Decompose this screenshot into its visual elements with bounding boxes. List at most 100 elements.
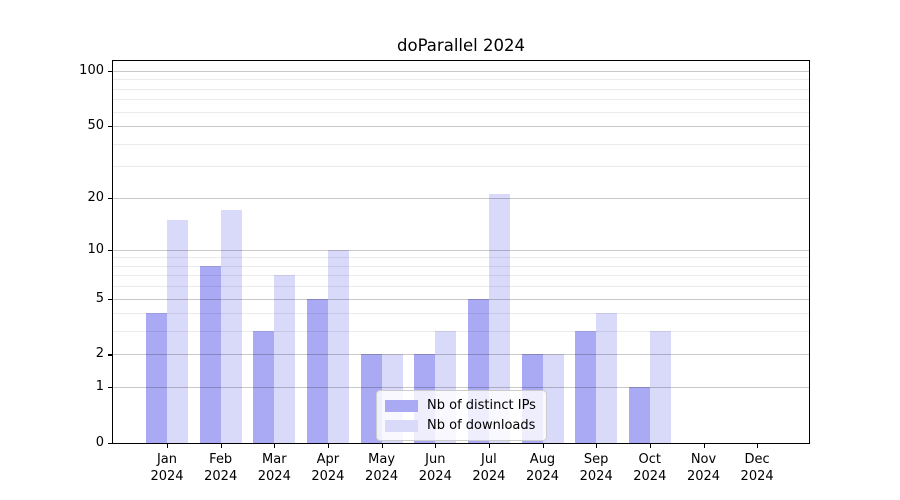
- bar-nb-of-distinct-ips: [253, 331, 275, 443]
- bar-nb-of-distinct-ips: [146, 313, 167, 443]
- x-tick-label: Oct 2024: [633, 451, 666, 485]
- x-tick-label-line: Nov: [690, 452, 717, 467]
- y-tick-label: 100: [79, 63, 104, 79]
- x-tick-label: Jun 2024: [419, 451, 452, 485]
- gridline-major: [113, 126, 809, 128]
- x-tick-label: Sep 2024: [580, 451, 613, 485]
- y-axis-tick: [108, 126, 112, 128]
- x-tick-label-line: 2024: [257, 469, 291, 484]
- x-tick-label-line: 2024: [311, 469, 345, 484]
- x-axis-tick: [435, 444, 437, 448]
- bar-nb-of-downloads: [649, 331, 671, 443]
- y-tick-label: 5: [95, 290, 104, 306]
- gridline-minor: [113, 143, 809, 145]
- legend: Nb of distinct IPs Nb of downloads: [376, 390, 547, 441]
- x-tick-label-line: Sep: [583, 452, 609, 467]
- gridline-minor: [113, 313, 809, 315]
- gridline-major: [113, 197, 809, 199]
- x-tick-label-line: Jan: [156, 452, 178, 467]
- legend-item-downloads: Nb of downloads: [385, 418, 536, 433]
- gridline-minor: [113, 331, 809, 333]
- gridline-minor: [113, 166, 809, 168]
- x-tick-label-line: Mar: [262, 452, 287, 467]
- x-tick-label-line: Jun: [425, 452, 446, 467]
- x-tick-label: Feb 2024: [204, 451, 237, 485]
- y-axis-tick: [108, 71, 112, 73]
- bar-nb-of-downloads: [220, 210, 242, 443]
- bar-nb-of-downloads: [327, 249, 349, 443]
- gridline-minor: [113, 257, 809, 259]
- x-axis-tick: [167, 444, 169, 448]
- y-tick-label: 0: [95, 435, 104, 451]
- x-axis-tick: [488, 444, 491, 448]
- gridline-minor: [113, 99, 809, 101]
- y-tick-label: 50: [87, 118, 104, 134]
- x-tick-label: Dec 2024: [741, 451, 774, 485]
- x-tick-label: Aug 2024: [526, 451, 559, 485]
- y-tick-label: 1: [95, 379, 104, 395]
- legend-swatch-distinct-ips: [385, 399, 418, 412]
- gridline-major: [113, 249, 809, 251]
- legend-item-distinct-ips: Nb of distinct IPs: [385, 398, 536, 413]
- bar-nb-of-downloads: [488, 193, 510, 443]
- x-tick-label-line: 2024: [472, 469, 506, 484]
- x-axis-tick: [381, 444, 383, 448]
- x-tick-label-line: Dec: [744, 452, 770, 467]
- x-tick-label-line: Jul: [481, 452, 497, 467]
- gridline-minor: [113, 275, 809, 277]
- legend-swatch-downloads: [385, 419, 418, 432]
- x-tick-label-line: Aug: [529, 452, 556, 467]
- x-tick-label-line: Oct: [638, 452, 662, 467]
- plot-area: [112, 60, 810, 444]
- x-tick-label-line: 2024: [365, 469, 399, 484]
- x-tick-label-line: May: [368, 452, 396, 467]
- x-axis-tick: [757, 444, 759, 448]
- x-tick-label-line: 2024: [633, 469, 667, 484]
- y-axis-tick: [108, 298, 112, 300]
- y-axis-tick: [108, 249, 112, 251]
- gridline-major: [113, 71, 809, 72]
- gridline-minor: [113, 79, 809, 81]
- x-tick-label-line: Apr: [316, 452, 340, 467]
- y-tick-label: 20: [87, 189, 104, 205]
- legend-label-downloads: Nb of downloads: [427, 418, 536, 433]
- x-tick-label: Nov 2024: [687, 451, 720, 485]
- bar-nb-of-downloads: [274, 275, 296, 443]
- bar-nb-of-distinct-ips: [199, 265, 221, 443]
- x-tick-label: Mar 2024: [258, 451, 291, 485]
- x-tick-label-line: 2024: [740, 469, 774, 484]
- x-axis-tick: [327, 444, 330, 448]
- bar-nb-of-downloads: [542, 354, 564, 443]
- bar-nb-of-distinct-ips: [575, 331, 597, 443]
- x-tick-label: Jul 2024: [472, 451, 505, 485]
- bar-nb-of-distinct-ips: [306, 298, 328, 443]
- x-tick-label: Jan 2024: [150, 451, 183, 485]
- y-axis-tick: [108, 197, 112, 199]
- x-axis-tick: [542, 444, 544, 448]
- gridline-minor: [113, 88, 809, 90]
- chart-title: doParallel 2024: [397, 36, 525, 55]
- x-tick-label: Apr 2024: [311, 451, 344, 485]
- y-axis-tick: [108, 387, 112, 389]
- x-axis-tick: [220, 444, 222, 448]
- x-tick-label-line: 2024: [204, 469, 238, 484]
- gridline-minor: [113, 265, 809, 267]
- x-axis-tick: [649, 444, 651, 448]
- x-tick-label-line: 2024: [579, 469, 613, 484]
- bar-nb-of-downloads: [167, 219, 188, 443]
- y-axis-tick: [108, 354, 112, 356]
- bar-nb-of-distinct-ips: [628, 387, 650, 443]
- x-axis-tick: [274, 444, 276, 448]
- gridline-major: [113, 387, 809, 389]
- x-tick-label-line: 2024: [150, 469, 184, 484]
- gridline-minor: [113, 286, 809, 288]
- bar-nb-of-downloads: [596, 313, 618, 443]
- gridline-major: [113, 354, 809, 356]
- x-tick-label-line: 2024: [418, 469, 452, 484]
- x-axis-tick: [596, 444, 598, 448]
- y-tick-label: 10: [87, 241, 104, 257]
- gridline-major: [113, 298, 809, 300]
- y-tick-label: 2: [95, 346, 104, 362]
- x-tick-label: May 2024: [365, 451, 398, 485]
